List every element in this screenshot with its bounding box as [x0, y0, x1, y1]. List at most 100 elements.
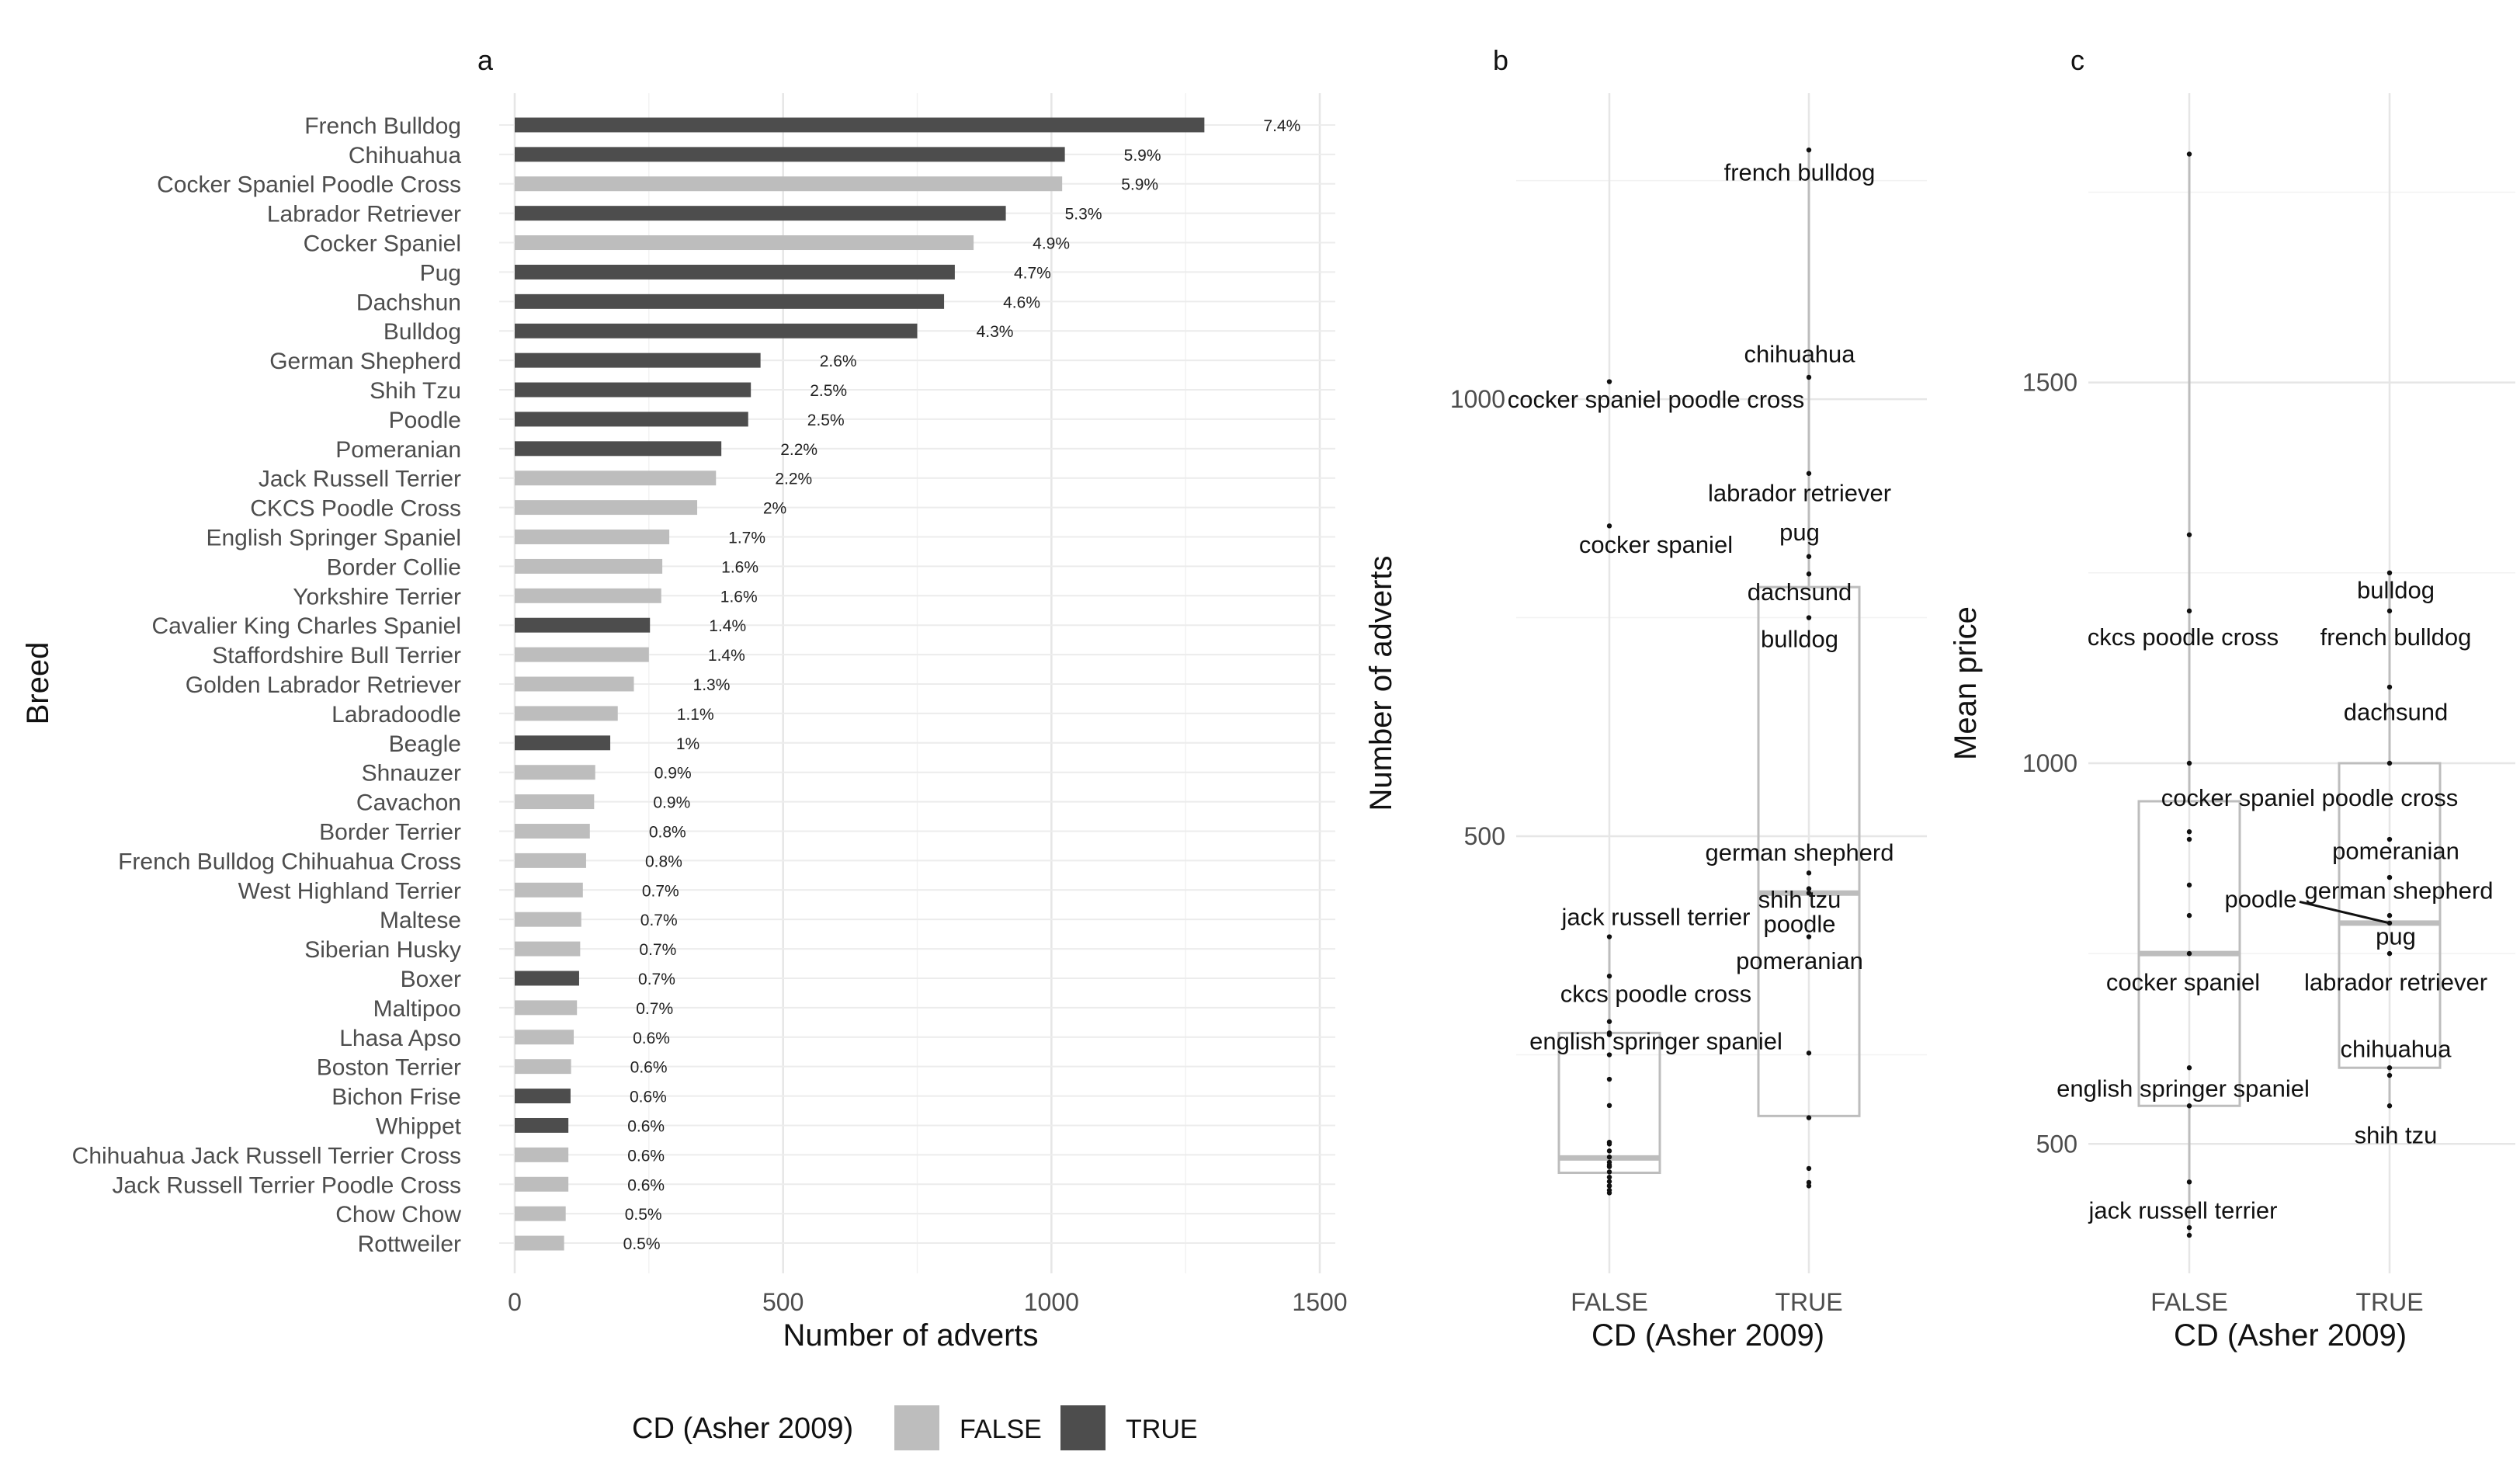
data-label: 5.3% — [1065, 206, 1102, 224]
bar — [515, 235, 974, 251]
x-tick-label: 1000 — [1024, 1288, 1079, 1316]
data-point — [1806, 471, 1812, 476]
data-point — [1806, 615, 1812, 620]
x-tick-label: FALSE — [1571, 1288, 1648, 1316]
data-point — [1606, 1052, 1612, 1057]
data-label: 0.9% — [654, 765, 692, 783]
data-label: 0.6% — [630, 1089, 667, 1106]
bar — [515, 382, 751, 398]
data-point — [1806, 571, 1812, 577]
category-label: French Bulldog — [304, 113, 461, 139]
data-point — [1606, 934, 1612, 939]
x-tick-label: 1500 — [1292, 1288, 1347, 1316]
data-point — [1806, 1183, 1812, 1189]
x-tick-label: TRUE — [1775, 1288, 1842, 1316]
y-tick-label: 1000 — [1450, 385, 1505, 413]
data-point — [2386, 608, 2393, 614]
data-label: 1.1% — [677, 706, 714, 724]
point-annotation: poodle — [2224, 886, 2296, 913]
category-label: Labrador Retriever — [267, 202, 461, 227]
data-point — [1606, 1179, 1612, 1184]
bar — [515, 765, 595, 780]
category-label: Poodle — [389, 408, 461, 433]
point-annotation: poodle — [1763, 911, 1835, 938]
data-point — [2186, 1065, 2192, 1071]
data-point — [2186, 1179, 2192, 1185]
category-label: Shnauzer — [362, 761, 461, 787]
category-label: Border Collie — [327, 554, 461, 580]
data-point — [2186, 532, 2192, 537]
data-label: 1% — [676, 735, 699, 753]
annotation-leader-line — [2299, 900, 2390, 925]
panel-c-plot-area: 500 1000 1500 FALSE TRUE bulldog ckcs poodle c… — [2022, 93, 2515, 1316]
category-label: Boston Terrier — [317, 1055, 461, 1081]
category-label: French Bulldog Chihuahua Cross — [118, 849, 461, 874]
y-tick-label: 1500 — [2022, 369, 2077, 397]
x-tick-label: 500 — [762, 1288, 804, 1316]
point-annotation: english springer spaniel — [2057, 1075, 2310, 1103]
data-point — [1606, 523, 1612, 529]
bar — [515, 971, 579, 986]
panel-b-y-axis-title: Number of adverts — [1364, 555, 1398, 811]
data-point — [2386, 1065, 2393, 1071]
data-label: 5.9% — [1121, 176, 1158, 194]
data-label: 2% — [763, 500, 786, 518]
panel-c-y-axis-title: Mean price — [1949, 606, 1983, 760]
bar — [515, 941, 581, 957]
legend-label-true: TRUE — [1126, 1415, 1198, 1444]
category-label: Rottweiler — [358, 1231, 461, 1257]
data-label: 0.6% — [633, 1030, 670, 1047]
bar — [515, 706, 618, 721]
point-annotation: dachsund — [1748, 578, 1852, 606]
bar — [515, 558, 663, 574]
data-point — [1806, 934, 1812, 939]
category-label: CKCS Poodle Cross — [250, 496, 461, 522]
bar — [515, 1030, 574, 1045]
data-label: 1.6% — [720, 588, 758, 606]
panel-b-plot-area: 500 1000 FALSE TRUE french bulldog chihuahua c… — [1450, 93, 1927, 1316]
data-label: 4.3% — [977, 323, 1014, 341]
bar — [515, 1147, 569, 1162]
bar — [515, 676, 634, 692]
bar — [515, 912, 581, 927]
data-point — [1606, 1032, 1612, 1037]
panel-a-bar-chart: a French Bulldog Chihuahua Cocker Spaniel … — [21, 44, 1348, 1353]
point-annotation: german shepherd — [2305, 877, 2494, 905]
point-annotation: ckcs poodle cross — [2088, 623, 2279, 651]
data-label: 1.4% — [708, 647, 745, 665]
data-point — [1806, 147, 1812, 153]
category-label: Dachshun — [356, 290, 461, 315]
category-label: Yorkshire Terrier — [293, 584, 461, 609]
data-point — [2186, 950, 2192, 957]
data-point — [1806, 554, 1812, 559]
point-annotation: french bulldog — [1724, 158, 1876, 186]
panel-c-x-axis-title: CD (Asher 2009) — [2174, 1318, 2407, 1353]
y-tick-label: 500 — [2036, 1130, 2077, 1158]
data-point — [2386, 760, 2393, 766]
data-point — [2386, 874, 2393, 880]
category-label: Pug — [420, 260, 461, 286]
category-label: Maltese — [380, 908, 461, 933]
data-label: 0.7% — [636, 1000, 673, 1018]
panel-a-bars — [515, 117, 1205, 1251]
data-label: 0.6% — [627, 1117, 665, 1135]
data-label: 2.2% — [775, 471, 812, 488]
x-tick-label: 0 — [508, 1288, 522, 1316]
category-label: Cocker Spaniel Poodle Cross — [157, 172, 461, 198]
panel-b-boxplot: b 500 1000 FALSE TRUE french bulldog chihuahu… — [1364, 44, 1927, 1353]
data-point — [2386, 1103, 2393, 1109]
data-point — [2386, 570, 2393, 576]
bar — [515, 147, 1065, 162]
point-annotation: jack russell terrier — [1561, 904, 1751, 931]
data-point — [1806, 1179, 1812, 1186]
data-point — [2186, 1232, 2192, 1238]
panel-a-y-axis-title: Breed — [21, 642, 55, 725]
panel-a-x-ticks: 0 500 1000 1500 — [508, 1288, 1347, 1316]
panel-a-x-axis-title: Number of adverts — [783, 1318, 1038, 1353]
data-label: 1.7% — [728, 530, 765, 547]
legend: CD (Asher 2009) FALSE TRUE — [632, 1405, 1198, 1450]
point-annotation: pomeranian — [2332, 838, 2459, 865]
bar — [515, 471, 717, 486]
point-annotation: cocker spaniel poodle cross — [1508, 386, 1805, 413]
